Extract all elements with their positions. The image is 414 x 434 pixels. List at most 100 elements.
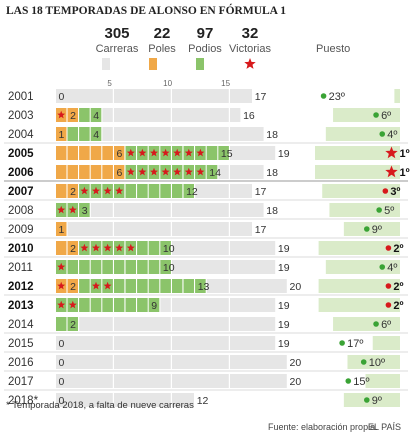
season-row-2014: 2014 2 19 6º <box>8 317 400 331</box>
podium-cell <box>90 298 102 312</box>
race-bar <box>230 317 276 331</box>
season-row-2017: 2017 0 20 15º <box>8 374 400 388</box>
races-value: 20 <box>290 281 302 293</box>
position-value: 1º <box>400 148 410 160</box>
position-value: 6º <box>381 319 391 331</box>
races-value: 17 <box>255 91 267 103</box>
season-row-2010: 2010 2 10 19 2º <box>8 241 404 255</box>
position-bar <box>333 317 400 331</box>
podium-cell <box>137 184 148 198</box>
race-bar <box>172 127 229 141</box>
position-dot <box>364 397 370 403</box>
podium-cell <box>79 127 90 141</box>
podium-cell <box>114 279 125 293</box>
chart-title: LAS 18 TEMPORADAS DE ALONSO EN FÓRMULA 1 <box>6 3 286 17</box>
podium-cell <box>148 260 160 274</box>
podium-cell <box>90 260 102 274</box>
race-bar <box>90 203 113 217</box>
race-bar <box>79 317 113 331</box>
position-dot <box>345 378 352 384</box>
position-header: Puesto <box>316 43 350 55</box>
win-star-icon <box>103 281 112 290</box>
position-value: 1º <box>400 167 410 179</box>
podium-cell <box>114 298 125 312</box>
podium-cell <box>125 184 136 198</box>
row-separators <box>4 142 408 391</box>
race-bar <box>230 146 276 160</box>
win-star-icon <box>161 148 170 157</box>
pole-cell <box>67 146 78 160</box>
season-year: 2015 <box>8 338 34 350</box>
podiums-value: 0 <box>59 376 65 388</box>
podium-cell <box>172 184 183 198</box>
position-value: 2º <box>393 281 403 293</box>
season-year: 2004 <box>8 129 34 141</box>
race-bar <box>230 241 276 255</box>
legend-poles-swatch <box>149 58 157 70</box>
podium-cell <box>137 279 148 293</box>
podium-cell <box>172 279 183 293</box>
season-year: 2014 <box>8 319 34 331</box>
season-year: 2011 <box>8 262 33 274</box>
win-star-icon <box>80 243 89 252</box>
podiums-value: 10 <box>163 243 175 255</box>
legend-poles-label: Poles <box>148 43 176 55</box>
races-value: 20 <box>290 357 302 369</box>
win-star-icon <box>126 167 135 176</box>
position-bar <box>322 184 400 198</box>
legend-wins-star-icon <box>244 58 256 69</box>
races-value: 17 <box>255 186 267 198</box>
podium-cell <box>67 317 78 331</box>
race-bar <box>172 108 229 122</box>
race-bar <box>114 127 171 141</box>
poles-value: 1 <box>59 224 65 236</box>
axis-tick-10: 10 <box>163 79 172 88</box>
races-value: 19 <box>278 300 290 312</box>
season-row-2003: 2003 2 4 16 6º <box>8 108 400 122</box>
season-row-2016: 2016 0 20 10º <box>8 355 400 369</box>
race-bar <box>172 260 229 274</box>
podiums-value: 2 <box>70 319 76 331</box>
win-star-icon <box>173 148 182 157</box>
win-star-icon <box>115 243 124 252</box>
poles-value: 6 <box>117 148 123 160</box>
podium-cell <box>102 298 113 312</box>
legend-poles-total: 22 <box>154 25 171 42</box>
podiums-value: 12 <box>186 186 198 198</box>
podium-cell <box>206 165 218 179</box>
position-value: 15º <box>353 376 369 388</box>
season-row-2018: 2018* 0 12 9º <box>8 393 400 407</box>
podium-cell <box>148 241 160 255</box>
position-value: 23º <box>329 91 345 103</box>
pole-cell <box>56 222 67 236</box>
race-bar <box>230 355 287 369</box>
race-bar <box>230 336 276 350</box>
race-bar <box>230 203 264 217</box>
podium-cell <box>125 298 136 312</box>
position-bar <box>365 374 400 388</box>
races-value: 17 <box>255 224 267 236</box>
source-note: Fuente: elaboración propia. <box>268 422 378 432</box>
position-value: 6º <box>381 110 391 122</box>
season-year: 2013 <box>8 300 34 312</box>
position-dot <box>385 283 392 289</box>
position-dot <box>339 340 345 346</box>
race-bar <box>160 298 171 312</box>
podiums-value: 13 <box>198 281 210 293</box>
podium-cell <box>183 279 194 293</box>
race-bar <box>67 222 113 236</box>
race-bar <box>102 127 113 141</box>
pole-cell <box>90 146 102 160</box>
win-star-icon <box>173 167 182 176</box>
podium-cell <box>206 146 218 160</box>
win-star-icon <box>80 186 89 195</box>
legend-podiums-label: Podios <box>188 43 222 55</box>
win-star-icon <box>150 167 158 176</box>
pole-cell <box>56 146 67 160</box>
race-bar <box>206 279 229 293</box>
podium-cell <box>160 279 171 293</box>
win-star-icon <box>196 167 205 176</box>
win-star-icon <box>126 243 135 252</box>
season-row-2006: 2006 6 14 18 1º <box>8 165 410 179</box>
